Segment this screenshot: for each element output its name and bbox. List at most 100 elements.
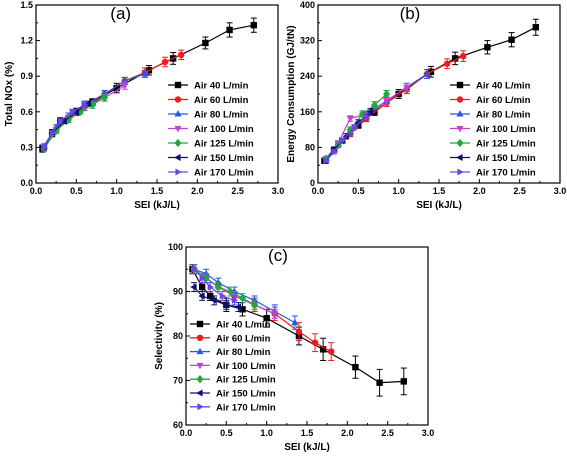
data-point	[81, 101, 89, 109]
data-point	[198, 283, 206, 291]
legend-marker	[174, 125, 182, 133]
data-point	[41, 143, 48, 151]
data-point	[383, 89, 391, 99]
x-axis-title: SEI (kJ/L)	[284, 442, 330, 453]
data-point	[101, 90, 109, 97]
data-point	[191, 265, 198, 273]
data-point	[251, 296, 259, 303]
data-point	[113, 84, 120, 92]
x-tick-label: 1.0	[260, 428, 273, 438]
y-axis-title: Total NOx (%)	[4, 62, 15, 127]
legend-marker	[174, 110, 182, 117]
legend-entry: Air 100 L/min	[194, 124, 254, 135]
x-axis-title: SEI (kJ/L)	[416, 200, 462, 211]
y-tick-label: 80	[305, 142, 315, 152]
data-point	[339, 137, 347, 145]
data-point	[346, 125, 354, 134]
legend-entry: Air 60 L/min	[476, 95, 531, 106]
data-point	[251, 300, 259, 310]
series-air-170-l-min	[191, 264, 239, 306]
data-point	[198, 292, 205, 300]
x-tick-label: 0.5	[352, 186, 365, 196]
data-point	[178, 51, 185, 59]
legend-entry: Air 170 L/min	[194, 168, 254, 179]
data-point	[484, 44, 491, 51]
legend-marker	[174, 138, 182, 148]
data-point	[354, 119, 361, 127]
legend-marker	[456, 153, 463, 162]
data-point	[161, 58, 169, 66]
data-point	[207, 292, 214, 300]
data-point	[207, 283, 215, 291]
x-tick-label: 2.0	[473, 186, 486, 196]
data-point	[121, 83, 129, 90]
x-tick-label: 0.0	[30, 186, 43, 196]
data-point	[319, 346, 327, 353]
data-point	[311, 339, 319, 346]
data-point	[88, 100, 96, 109]
legend-marker	[196, 389, 203, 397]
x-tick-label: 3.0	[554, 186, 567, 196]
legend-marker	[197, 403, 204, 411]
legend-entry: Air 40 L/min	[194, 81, 249, 92]
legend-marker	[456, 125, 464, 133]
legend-marker	[196, 347, 204, 355]
legend-marker	[196, 362, 204, 370]
data-point	[226, 287, 234, 296]
data-point	[366, 108, 373, 116]
data-point	[219, 292, 227, 300]
data-point	[263, 315, 270, 322]
x-tick-label: 3.0	[272, 186, 285, 196]
data-point	[423, 70, 431, 77]
y-tick-label: 320	[300, 36, 315, 46]
legend-entry: Air 100 L/min	[216, 361, 276, 372]
legend-entry: Air 60 L/min	[216, 333, 271, 344]
data-point	[383, 98, 391, 105]
panel-c: 0.0 0.5 1.0 1.5 2.0 2.5 3.0 60 70 80 90 100 SEI (kJ/…	[154, 242, 434, 453]
data-point	[141, 69, 149, 77]
x-tick-label: 2.5	[381, 428, 394, 438]
x-tick-label: 1.5	[301, 428, 314, 438]
legend: Air 40 L/min Air 60 L/min Air 80 L/min Air …	[450, 81, 536, 179]
y-tick-label: 90	[173, 287, 183, 297]
legend: Air 40 L/min Air 60 L/min Air 80 L/min Air …	[190, 320, 276, 413]
legend-entry: Air 80 L/min	[216, 347, 271, 358]
series-air-150-l-min	[190, 282, 242, 313]
data-point	[351, 123, 359, 131]
y-tick-label: 0.0	[20, 178, 33, 188]
y-tick-label: 400	[300, 0, 315, 10]
data-point	[190, 283, 197, 291]
y-tick-label: 70	[173, 376, 183, 386]
legend-marker	[196, 334, 204, 341]
data-point	[323, 157, 330, 165]
data-point	[352, 363, 359, 371]
legend-entry: Air 40 L/min	[216, 320, 271, 331]
data-point	[271, 311, 279, 318]
data-point	[291, 318, 299, 326]
panel-label: (c)	[268, 246, 288, 265]
legend-marker	[456, 110, 464, 117]
legend-entry: Air 150 L/min	[194, 153, 254, 164]
x-tick-label: 0.5	[70, 186, 83, 196]
x-tick-label: 1.0	[392, 186, 405, 196]
data-point	[234, 303, 241, 311]
data-point	[328, 348, 335, 355]
data-point	[210, 296, 217, 304]
data-point	[346, 115, 354, 123]
y-tick-label: 60	[173, 420, 183, 430]
data-point	[231, 296, 239, 304]
legend-entry: Air 150 L/min	[476, 153, 536, 164]
data-point	[363, 112, 371, 120]
y-axis-title: Energy Consumption (GJ/tN)	[286, 25, 297, 162]
y-axis-title: Selectivity (%)	[154, 302, 165, 370]
data-point	[84, 99, 91, 108]
legend-entry: Air 80 L/min	[194, 110, 249, 121]
legend-entry: Air 60 L/min	[194, 95, 249, 106]
x-tick-label: 2.0	[191, 186, 204, 196]
data-point	[222, 301, 229, 309]
x-tick-label: 2.5	[513, 186, 526, 196]
legend-entry: Air 150 L/min	[216, 389, 276, 400]
data-point	[69, 108, 77, 116]
legend-entry: Air 100 L/min	[476, 124, 536, 135]
